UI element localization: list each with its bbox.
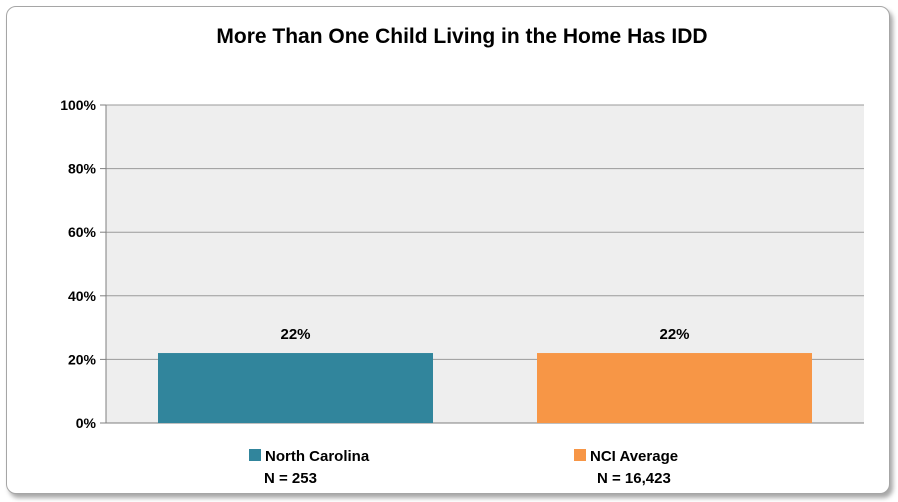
y-tick-label: 0% — [76, 415, 97, 431]
bar — [158, 353, 433, 423]
plot-area: 0% 20% 40% 60% 80% 100% 22% North Carolina N = 2… — [60, 97, 864, 487]
y-tick-label: 80% — [68, 161, 97, 177]
y-tick-label: 40% — [68, 288, 97, 304]
legend-n-label: N = 253 — [264, 470, 317, 487]
legend-label: North Carolina — [265, 448, 370, 465]
legend-n-label: N = 16,423 — [597, 470, 671, 487]
y-tick-label: 20% — [68, 351, 97, 367]
bar — [537, 353, 812, 423]
y-tick-label: 100% — [60, 97, 96, 113]
legend-label: NCI Average — [590, 448, 678, 465]
legend-swatch — [574, 449, 586, 461]
data-label: 22% — [280, 326, 310, 343]
y-tick-label: 60% — [68, 224, 97, 240]
chart-title: More Than One Child Living in the Home H… — [216, 25, 707, 48]
data-label: 22% — [659, 326, 689, 343]
legend-swatch — [249, 449, 261, 461]
